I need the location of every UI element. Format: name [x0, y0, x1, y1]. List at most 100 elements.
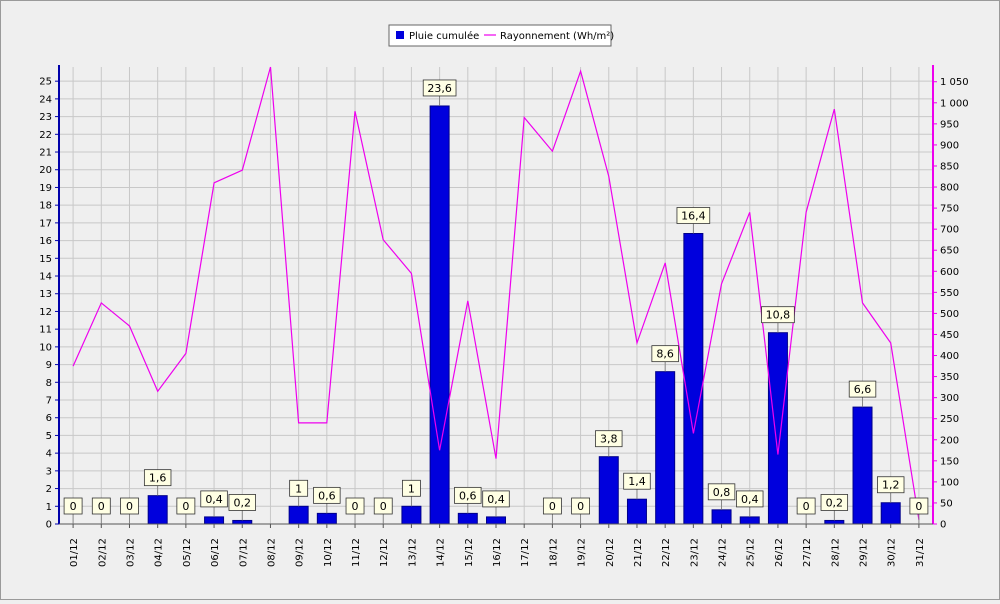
data-labels: 0 0 0 1,6 0 0,4 0,2 1 0,6 0 0 1 23,6 0,6 0,4 0 0 3,8 1,4 8,… [63, 79, 929, 524]
data-label: 0 [182, 500, 189, 513]
data-label-box [651, 345, 679, 363]
data-label-box [542, 497, 562, 515]
data-label: 1 [295, 482, 302, 495]
data-label-box [120, 497, 139, 515]
y-right-tick-label: 400 [940, 351, 959, 362]
x-tick-label: 24/12 [718, 538, 729, 567]
rain-bar [655, 371, 676, 525]
axes: 0123456789101112131415161718192021222324… [39, 65, 969, 567]
x-tick-label: 27/12 [802, 538, 813, 567]
y-right-tick-label: 300 [940, 393, 959, 404]
data-label-box [595, 430, 623, 448]
legend: Pluie cumulée Rayonnement (Wh/m²) [388, 24, 614, 47]
y-right-tick-label: 950 [940, 119, 959, 130]
x-tick-label: 11/12 [351, 538, 362, 567]
x-tick-label: 12/12 [379, 538, 390, 567]
data-label-box [313, 486, 341, 504]
x-tick-label: 07/12 [238, 538, 249, 567]
y-left-tick-label: 25 [39, 77, 52, 88]
data-label: 0,4 [487, 493, 505, 506]
y-right-tick-label: 750 [940, 204, 959, 215]
x-tick-label: 03/12 [125, 538, 136, 567]
rain-bar [739, 516, 760, 525]
rain-bar [852, 406, 873, 525]
data-label-box [736, 490, 764, 508]
y-right-tick-label: 1 000 [940, 98, 969, 109]
x-tick-label: 21/12 [633, 538, 644, 567]
data-label: 0 [915, 500, 922, 513]
x-tick-label: 19/12 [577, 538, 588, 567]
data-label-box [571, 497, 590, 515]
rain-bar [204, 516, 225, 525]
data-label: 8,6 [656, 348, 674, 361]
x-tick-label: 25/12 [746, 538, 757, 567]
y-left-tick-label: 3 [46, 466, 52, 477]
data-label-box [345, 497, 365, 515]
rain-bar [598, 456, 619, 525]
data-label: 0 [98, 500, 105, 513]
data-label-box [877, 476, 905, 494]
radiation-polyline [72, 66, 920, 520]
data-label: 0 [126, 500, 133, 513]
y-right-tick-label: 0 [940, 520, 946, 531]
y-left-tick-label: 24 [39, 94, 52, 105]
data-label: 0,2 [234, 496, 252, 509]
rain-bar [683, 233, 704, 525]
y-left-tick-label: 0 [46, 520, 52, 531]
data-label: 0,4 [741, 493, 759, 506]
legend-label-radiation: Rayonnement (Wh/m²) [500, 31, 614, 42]
data-label: 0,6 [318, 489, 336, 502]
y-left-tick-label: 13 [39, 289, 52, 300]
data-label: 0 [549, 500, 556, 513]
rain-bar [457, 512, 478, 525]
rain-bar [288, 505, 309, 525]
x-tick-label: 04/12 [154, 538, 165, 567]
y-right-tick-label: 550 [940, 288, 959, 299]
data-label: 0,4 [205, 493, 223, 506]
data-label-box [91, 497, 111, 515]
data-label-box [623, 472, 651, 490]
x-tick-label: 20/12 [605, 538, 616, 567]
data-label-box [820, 494, 849, 511]
data-label-box [707, 483, 736, 501]
x-tick-label: 08/12 [266, 538, 277, 567]
rain-bar [767, 332, 788, 525]
x-tick-label: 17/12 [520, 538, 531, 567]
y-left-tick-label: 9 [46, 360, 52, 371]
y-left-tick-label: 19 [39, 183, 52, 194]
y-right-tick-label: 100 [940, 477, 959, 488]
x-tick-label: 26/12 [774, 538, 785, 567]
rain-bar [711, 509, 732, 525]
x-tick-label: 09/12 [295, 538, 306, 567]
data-label: 6,6 [854, 383, 872, 396]
y-left-tick-label: 21 [39, 148, 52, 159]
y-left-tick-label: 7 [46, 396, 52, 407]
legend-swatch-rain [396, 31, 404, 39]
y-left-tick-label: 22 [39, 130, 52, 141]
x-tick-label: 18/12 [548, 538, 559, 567]
y-right-tick-label: 200 [940, 435, 959, 446]
y-right-tick-label: 800 [940, 183, 959, 194]
x-tick-label: 10/12 [323, 538, 334, 567]
data-label-box [909, 497, 929, 515]
data-label: 0 [803, 500, 810, 513]
rain-bar [232, 519, 253, 525]
x-tick-label: 23/12 [689, 538, 700, 567]
legend-box [388, 24, 612, 47]
data-label: 0 [352, 500, 359, 513]
data-label: 0,8 [713, 486, 731, 499]
data-label-box [761, 306, 795, 324]
y-left-tick-label: 20 [39, 165, 52, 176]
data-label: 0 [70, 500, 77, 513]
data-label: 0 [577, 500, 584, 513]
y-left-tick-label: 12 [39, 307, 52, 318]
y-right-tick-label: 600 [940, 267, 959, 278]
x-tick-label: 01/12 [69, 538, 80, 567]
x-tick-label: 28/12 [830, 538, 841, 567]
data-label-box [143, 469, 172, 487]
y-right-tick-label: 500 [940, 309, 959, 320]
radiation-line [72, 66, 920, 520]
data-label-box [200, 490, 228, 508]
y-right-tick-label: 1 050 [940, 77, 969, 88]
rain-bar [147, 495, 168, 525]
